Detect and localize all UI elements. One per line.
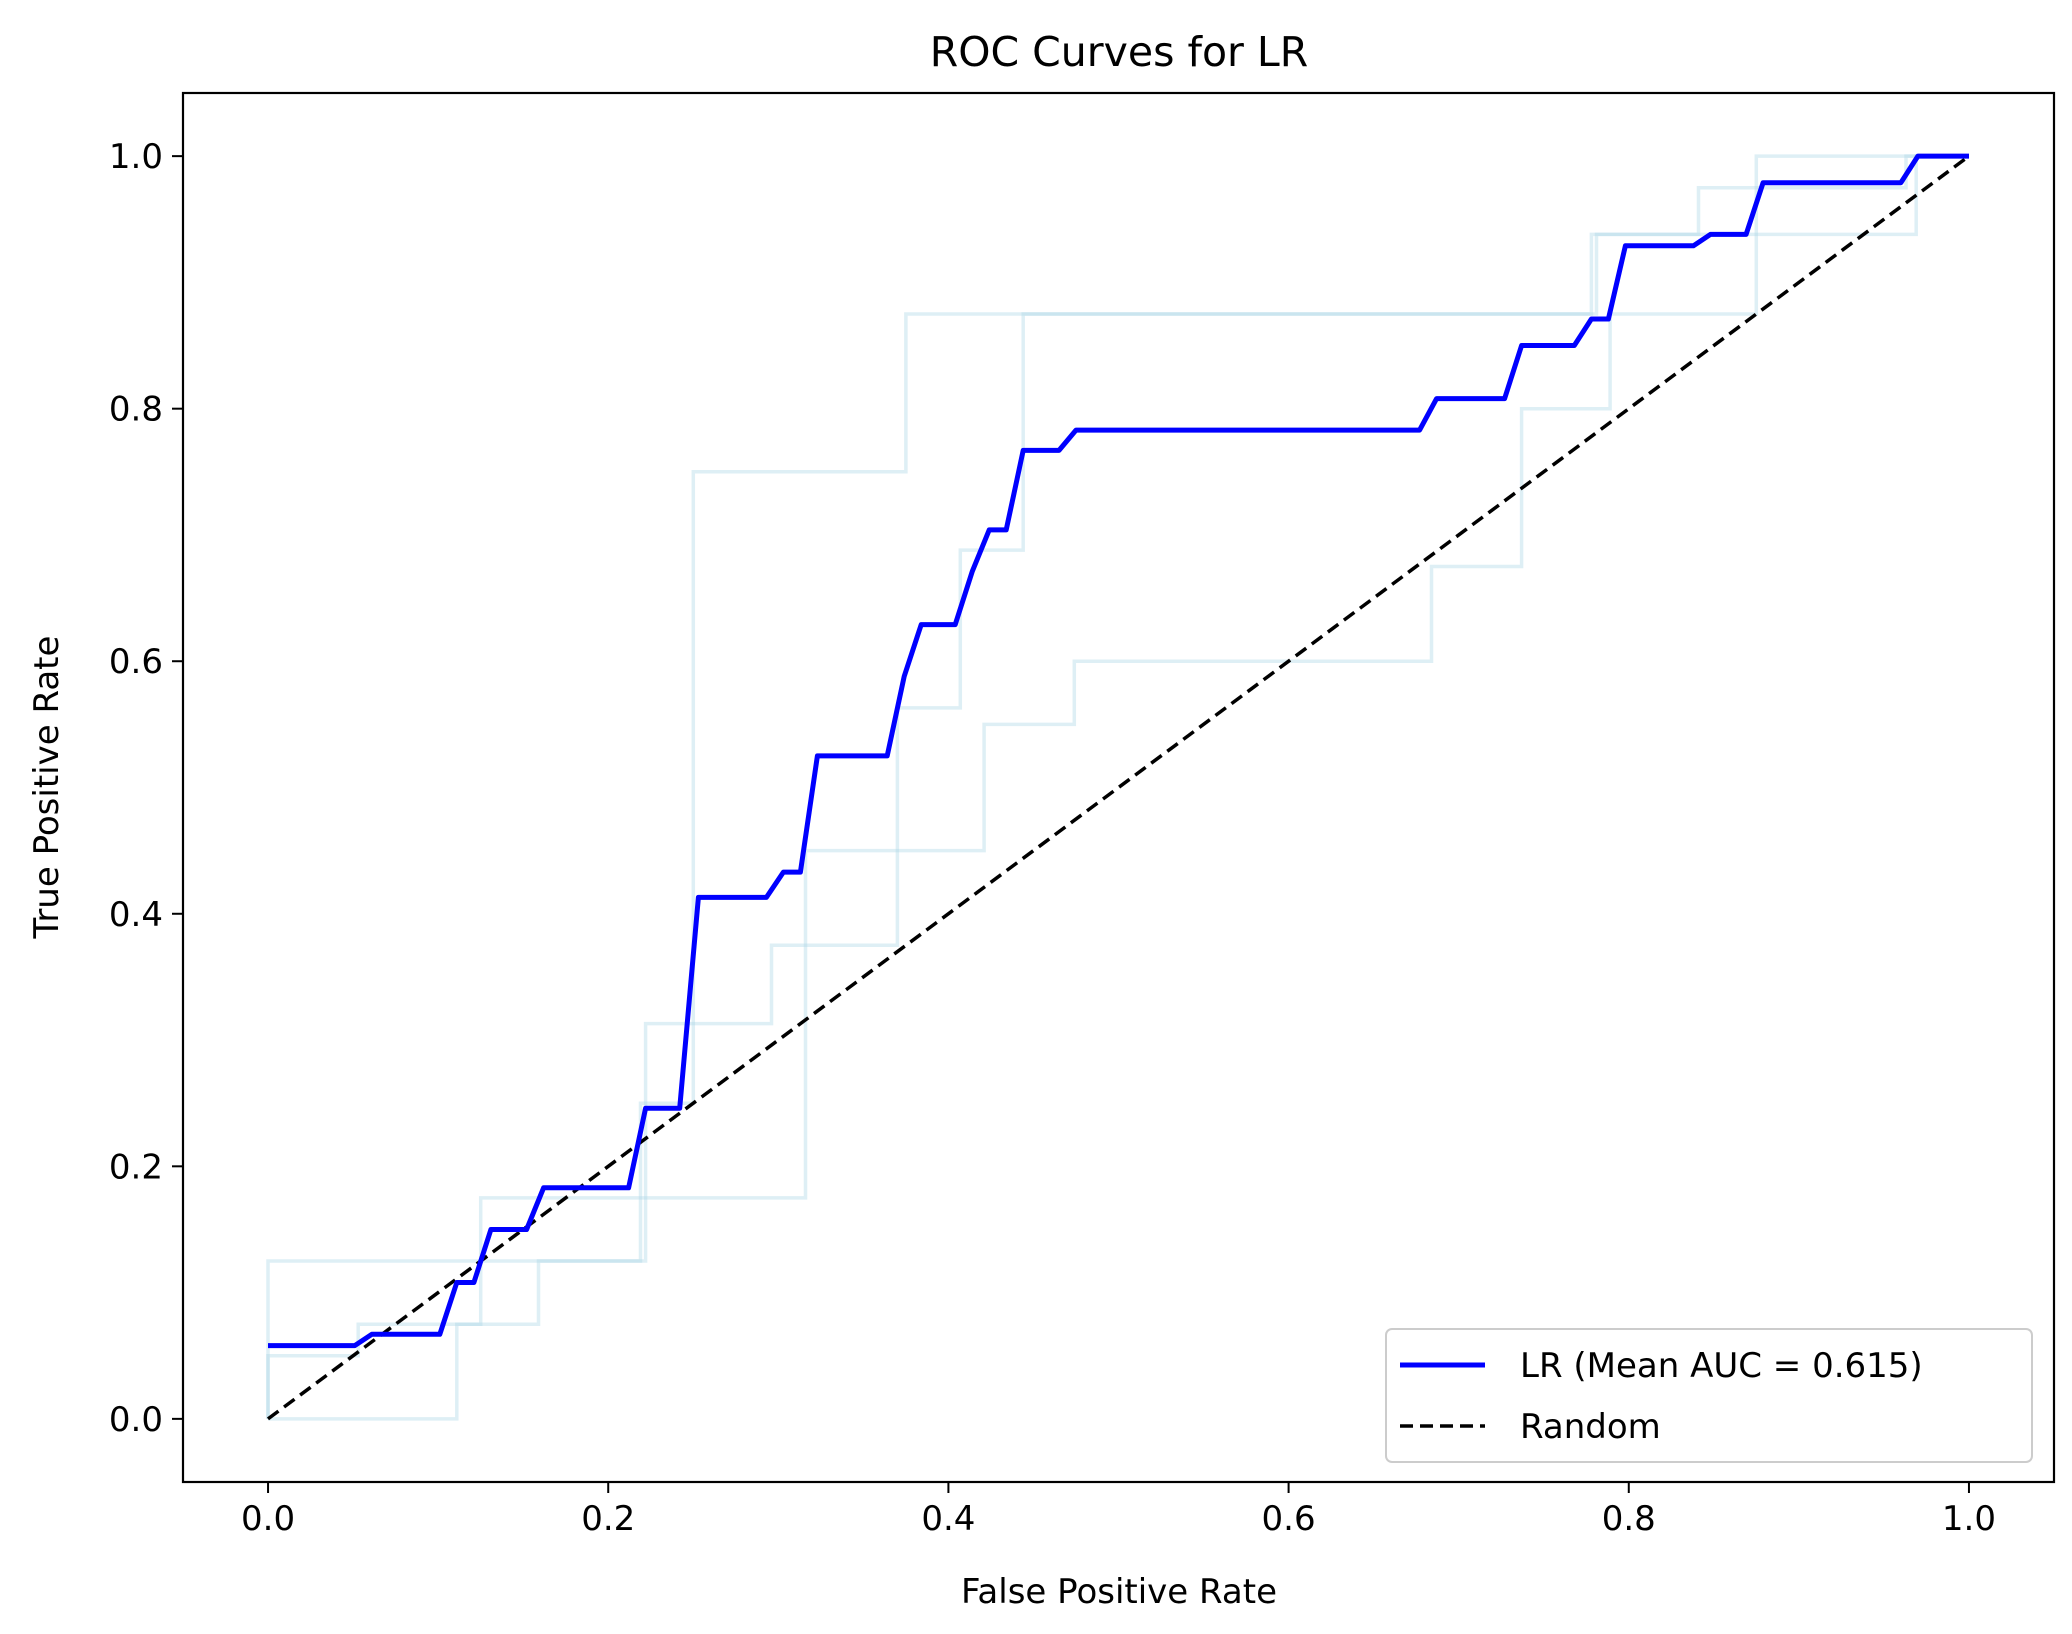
legend-random-label: Random bbox=[1520, 1407, 1661, 1447]
x-tick-label: 0.6 bbox=[1262, 1499, 1316, 1539]
y-axis-ticks: 0.0 0.2 0.4 0.6 0.8 1.0 bbox=[109, 137, 183, 1440]
mean-roc-layer bbox=[268, 153, 1969, 1349]
plot-frame bbox=[181, 91, 2056, 1484]
x-tick-label: 0.0 bbox=[241, 1499, 295, 1539]
random-line-layer bbox=[266, 154, 1971, 1421]
x-tick-label: 0.2 bbox=[581, 1499, 635, 1539]
y-tick-label: 0.0 bbox=[109, 1400, 163, 1440]
fold-roc-curve-3 bbox=[266, 154, 1969, 1419]
x-tick-label: 0.8 bbox=[1602, 1499, 1656, 1539]
x-tick-label: 0.4 bbox=[921, 1499, 975, 1539]
chart-title: ROC Curves for LR bbox=[930, 28, 1309, 76]
y-tick-label: 0.8 bbox=[109, 390, 163, 430]
mean-roc-curve bbox=[268, 153, 1969, 1349]
y-tick-label: 1.0 bbox=[109, 137, 163, 177]
fold-roc-curve-1 bbox=[266, 154, 1969, 1419]
random-line bbox=[266, 154, 1971, 1421]
y-tick-label: 0.6 bbox=[109, 642, 163, 682]
legend-mean-label: LR (Mean AUC = 0.615) bbox=[1520, 1346, 1923, 1386]
fold-roc-curve-2 bbox=[268, 154, 1969, 1421]
x-axis-ticks: 0.0 0.2 0.4 0.6 0.8 1.0 bbox=[241, 1482, 1996, 1539]
legend: LR (Mean AUC = 0.615) Random bbox=[1385, 1328, 2033, 1463]
x-axis-label: False Positive Rate bbox=[961, 1572, 1277, 1612]
fold-curves bbox=[266, 154, 1969, 1421]
x-tick-label: 1.0 bbox=[1942, 1499, 1996, 1539]
y-tick-label: 0.4 bbox=[109, 895, 163, 935]
legend-box bbox=[1385, 1328, 2033, 1463]
y-axis-label: True Positive Rate bbox=[27, 636, 67, 940]
y-tick-label: 0.2 bbox=[109, 1147, 163, 1187]
